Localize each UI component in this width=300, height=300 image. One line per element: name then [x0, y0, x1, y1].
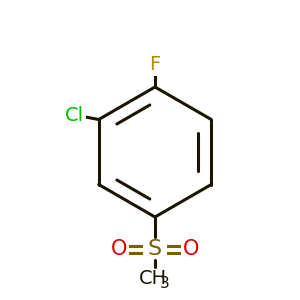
Text: CH: CH: [139, 269, 167, 289]
Text: O: O: [183, 239, 199, 259]
Text: F: F: [149, 56, 161, 74]
FancyBboxPatch shape: [143, 239, 167, 259]
Text: 3: 3: [160, 275, 170, 290]
Text: O: O: [111, 239, 127, 259]
Text: Cl: Cl: [65, 106, 84, 125]
Text: S: S: [148, 239, 162, 259]
